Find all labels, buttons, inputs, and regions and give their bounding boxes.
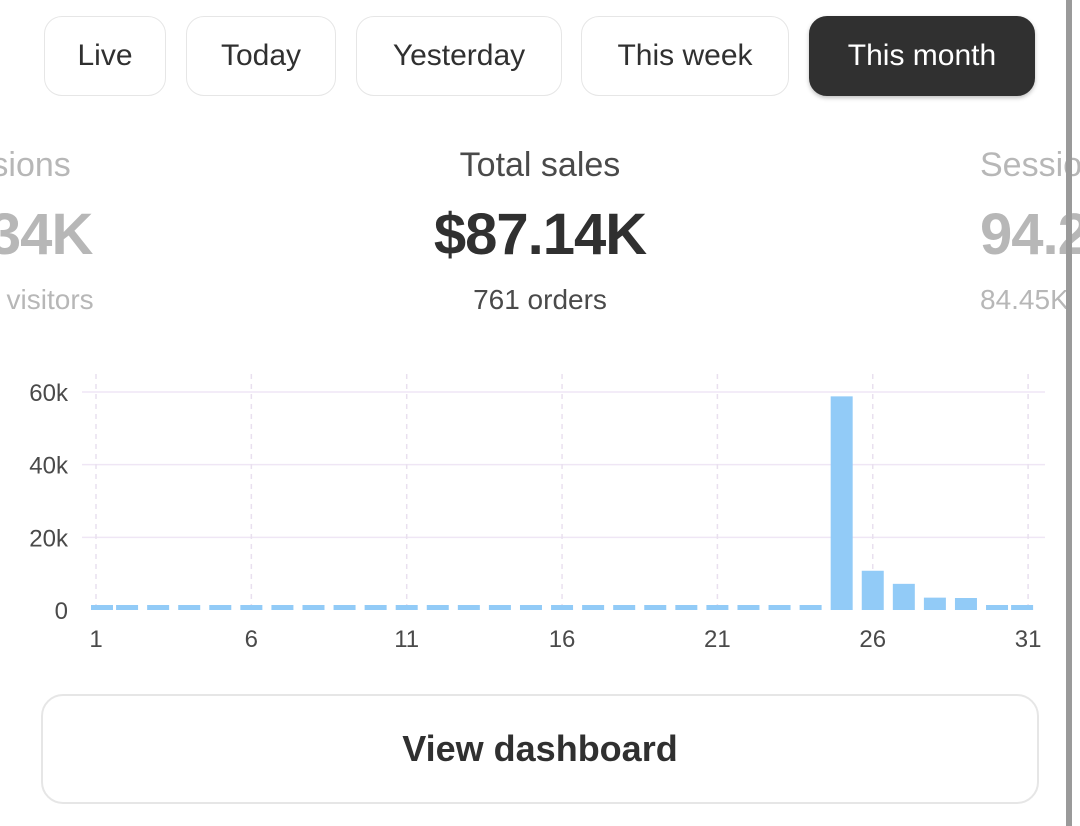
tab-live[interactable]: Live <box>44 16 166 96</box>
tab-today[interactable]: Today <box>186 16 336 96</box>
bar-day-18[interactable] <box>613 605 636 610</box>
bar-day-1[interactable] <box>91 605 113 610</box>
metric-value: 94.34K <box>0 202 93 267</box>
metric-sessions-right[interactable]: Sessions 94.2 84.45K <box>980 140 1080 320</box>
metric-value: 94.2 <box>980 202 1080 267</box>
metric-label: Total sales <box>459 146 621 184</box>
metric-total-sales[interactable]: Total sales $87.14K 761 orders <box>340 140 740 320</box>
y-tick-label: 20k <box>29 525 69 552</box>
bar-day-11[interactable] <box>395 605 418 610</box>
x-tick-label: 31 <box>1015 626 1042 653</box>
bar-day-8[interactable] <box>302 605 325 610</box>
metric-value: $87.14K <box>433 202 647 267</box>
x-tick-label: 1 <box>89 626 102 653</box>
bar-day-15[interactable] <box>519 605 542 610</box>
x-tick-label: 21 <box>704 626 731 653</box>
y-tick-label: 40k <box>29 453 69 480</box>
bar-day-9[interactable] <box>333 605 356 610</box>
bar-day-2[interactable] <box>116 605 139 610</box>
metric-sessions-left[interactable]: Sessions 94.34K 84.45K visitors <box>0 140 94 320</box>
bar-day-6[interactable] <box>240 605 263 610</box>
x-tick-label: 11 <box>394 626 419 653</box>
bar-day-7[interactable] <box>271 605 294 610</box>
tab-yesterday[interactable]: Yesterday <box>356 16 562 96</box>
bar-day-13[interactable] <box>457 605 480 610</box>
metric-subtext: 84.45K <box>980 284 1069 315</box>
x-tick-label: 6 <box>245 626 258 653</box>
bar-day-16[interactable] <box>551 605 574 610</box>
x-tick-label: 26 <box>859 626 886 653</box>
bar-day-14[interactable] <box>488 605 511 610</box>
tab-this-month[interactable]: This month <box>809 16 1035 96</box>
bar-day-28[interactable] <box>923 597 946 610</box>
bar-day-24[interactable] <box>799 605 822 610</box>
metric-subtext: 84.45K visitors <box>0 284 94 315</box>
bar-day-17[interactable] <box>582 605 605 610</box>
bar-day-3[interactable] <box>147 605 170 610</box>
bar-day-26[interactable] <box>861 570 884 610</box>
metric-label: Sessions <box>0 146 71 184</box>
scrollbar[interactable] <box>1066 0 1072 826</box>
view-dashboard-button[interactable]: View dashboard <box>41 694 1039 804</box>
bar-day-27[interactable] <box>892 583 915 610</box>
bar-day-30[interactable] <box>986 605 1009 610</box>
bar-day-29[interactable] <box>954 598 977 610</box>
bar-day-31[interactable] <box>1011 605 1034 610</box>
y-tick-label: 0 <box>55 598 68 625</box>
bar-day-4[interactable] <box>178 605 201 610</box>
x-tick-label: 16 <box>549 626 576 653</box>
metric-subtext: 761 orders <box>473 284 607 315</box>
tab-this-week[interactable]: This week <box>581 16 789 96</box>
bar-day-19[interactable] <box>644 605 667 610</box>
y-tick-label: 60k <box>29 380 69 407</box>
bar-day-23[interactable] <box>768 605 791 610</box>
bar-day-25[interactable] <box>830 396 853 610</box>
bar-day-21[interactable] <box>706 605 729 610</box>
bar-day-12[interactable] <box>426 605 449 610</box>
bar-day-10[interactable] <box>364 605 387 610</box>
metric-label: Sessions <box>980 146 1080 184</box>
bar-day-22[interactable] <box>737 605 760 610</box>
bar-day-5[interactable] <box>209 605 232 610</box>
bar-day-20[interactable] <box>675 605 698 610</box>
